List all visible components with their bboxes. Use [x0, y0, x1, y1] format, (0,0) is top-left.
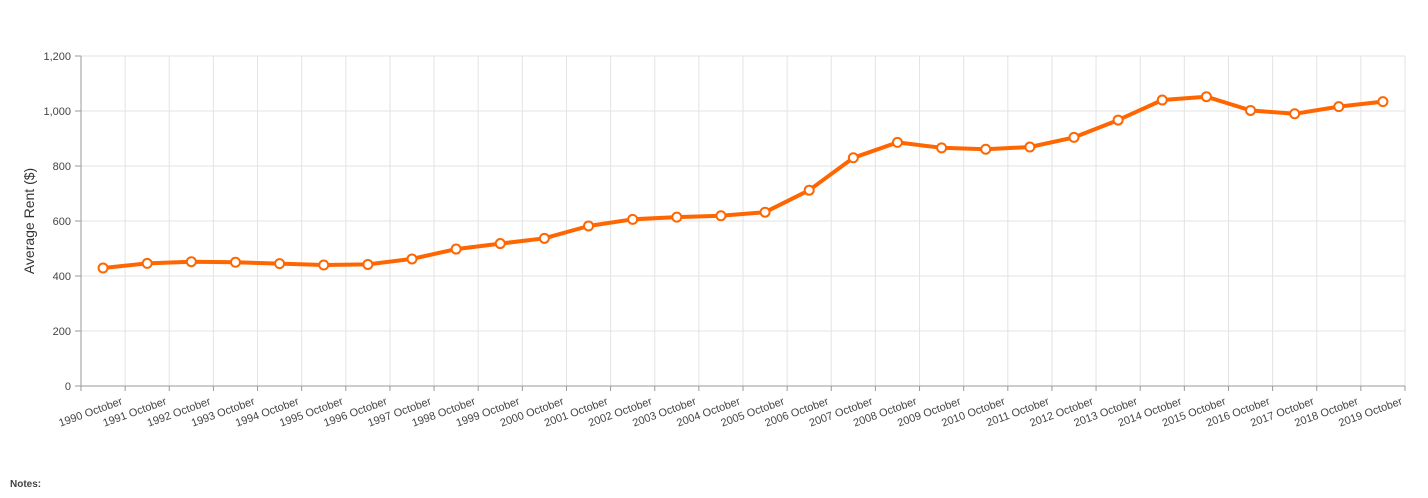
y-tick-label: 1,200	[43, 51, 71, 63]
data-point[interactable]	[936, 142, 948, 154]
data-point[interactable]	[627, 213, 639, 225]
data-point[interactable]	[847, 152, 859, 164]
data-point[interactable]	[671, 211, 683, 223]
y-tick-label: 0	[65, 381, 71, 393]
data-point[interactable]	[980, 143, 992, 155]
data-point[interactable]	[1289, 108, 1301, 120]
y-axis-ticks: 0 200 400 600 800 1,000 1,200	[43, 51, 81, 393]
data-point[interactable]	[450, 243, 462, 255]
data-point[interactable]	[538, 232, 550, 244]
data-point[interactable]	[318, 259, 330, 271]
data-point[interactable]	[583, 220, 595, 232]
data-point[interactable]	[1200, 91, 1212, 103]
notes-label: Notes:	[10, 479, 42, 490]
data-point[interactable]	[1377, 96, 1389, 108]
data-point[interactable]	[1245, 104, 1257, 116]
data-point[interactable]	[1112, 114, 1124, 126]
y-axis-title: Average Rent ($)	[21, 168, 37, 274]
data-point[interactable]	[759, 206, 771, 218]
data-point[interactable]	[1156, 94, 1168, 106]
data-point[interactable]	[891, 136, 903, 148]
data-point[interactable]	[97, 262, 109, 274]
series-layer	[97, 91, 1389, 274]
data-point[interactable]	[406, 253, 418, 265]
y-tick-label: 800	[53, 161, 71, 173]
grid-lines	[81, 55, 1406, 386]
y-tick-label: 600	[53, 216, 71, 228]
data-point[interactable]	[715, 210, 727, 222]
data-point[interactable]	[1068, 131, 1080, 143]
data-point[interactable]	[362, 258, 374, 270]
data-point[interactable]	[1024, 141, 1036, 153]
data-point[interactable]	[185, 256, 197, 268]
data-point[interactable]	[494, 238, 506, 250]
data-point[interactable]	[141, 257, 153, 269]
data-point[interactable]	[803, 184, 815, 196]
data-point[interactable]	[274, 258, 286, 270]
y-tick-label: 1,000	[43, 106, 71, 118]
data-point[interactable]	[229, 256, 241, 268]
series-line	[101, 94, 1385, 270]
y-tick-label: 200	[53, 326, 71, 338]
data-point[interactable]	[1333, 101, 1345, 113]
y-tick-label: 400	[53, 271, 71, 283]
